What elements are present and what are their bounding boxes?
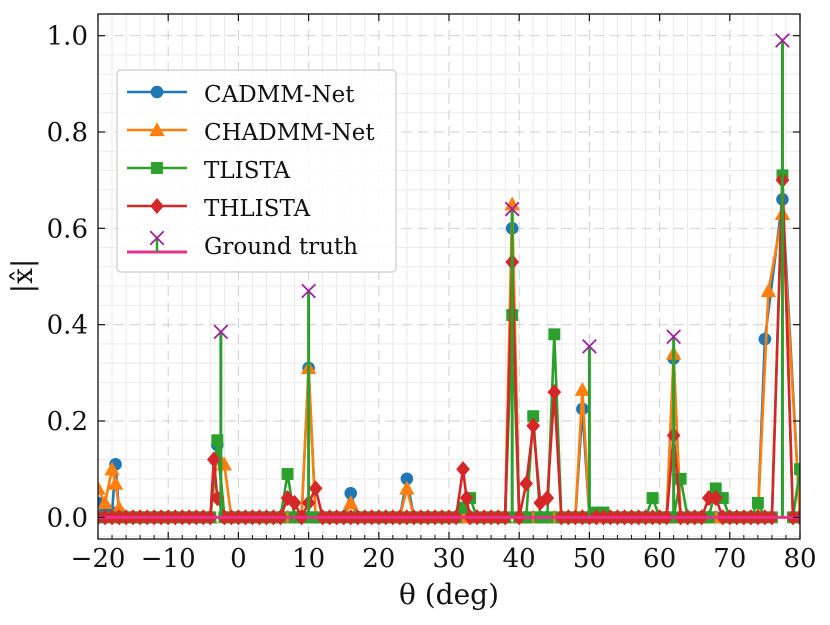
data-point-thlista — [206, 451, 221, 468]
y-tick-label: 1.0 — [47, 22, 88, 52]
y-tick-label: 0.4 — [47, 311, 88, 341]
legend-marker-thlista — [150, 197, 164, 215]
data-point-thlista — [456, 461, 470, 478]
data-point-thlista — [459, 490, 474, 507]
data-point-tlista — [646, 492, 659, 505]
y-tick-label: 0.0 — [47, 503, 88, 533]
x-tick-label: 70 — [713, 544, 746, 574]
x-tick-label: 20 — [362, 544, 395, 574]
ground-truth-marker — [775, 33, 790, 48]
data-point-thlista — [547, 384, 562, 401]
data-point-chadmm-net — [111, 499, 127, 514]
x-tick-label: 80 — [783, 544, 816, 574]
legend-frame — [116, 69, 397, 273]
data-point-tlista — [709, 482, 722, 495]
legend-symbol-chadmm-net — [127, 122, 187, 137]
ground-truth-marker — [301, 283, 316, 299]
x-tick-label: 40 — [503, 544, 536, 574]
legend-symbol-cadmm-net — [127, 85, 187, 99]
data-point-chadmm-net — [574, 381, 591, 396]
data-point-tlista — [457, 501, 469, 514]
data-point-tlista — [527, 410, 540, 423]
ground-truth-marker — [504, 201, 520, 217]
plot-series — [98, 33, 800, 526]
data-point-tlista — [751, 496, 764, 509]
data-point-thlista — [526, 417, 541, 434]
legend-marker-ground-truth — [149, 230, 165, 246]
series-ground-truth — [98, 33, 800, 519]
data-point-chadmm-net — [399, 480, 415, 495]
ground-truth-marker — [213, 324, 229, 340]
y-tick-label: 0.2 — [47, 407, 88, 437]
data-point-thlista — [708, 490, 723, 507]
legend-symbol-tlista — [127, 162, 187, 174]
legend-label-ground-truth: Ground truth — [204, 234, 358, 260]
y-tick-label: 0.8 — [47, 118, 88, 148]
data-point-tlista — [211, 434, 224, 447]
data-point-chadmm-net — [104, 461, 120, 476]
data-point-thlista — [701, 490, 716, 507]
x-tick-label: −10 — [141, 544, 196, 574]
data-point-thlista — [540, 490, 555, 507]
data-point-tlista — [716, 492, 729, 505]
data-point-tlista — [794, 463, 800, 476]
legend-symbol-ground-truth — [127, 230, 187, 254]
legend-symbol-thlista — [127, 197, 187, 215]
data-point-cadmm-net — [400, 472, 414, 486]
legend-label-chadmm-net: CHADMM-Net — [204, 120, 375, 146]
legend-label-thlista: THLISTA — [204, 196, 311, 222]
y-axis-label: |x̂| — [6, 259, 39, 294]
x-tick-label: 60 — [643, 544, 676, 574]
data-point-chadmm-net — [98, 495, 113, 510]
legend-label-tlista: TLISTA — [204, 158, 291, 184]
data-point-thlista — [287, 494, 302, 511]
legend-label-cadmm-net: CADMM-Net — [204, 82, 355, 108]
x-axis-label: θ (deg) — [399, 578, 499, 611]
data-point-thlista — [308, 480, 323, 497]
data-point-chadmm-net — [760, 283, 777, 298]
ground-truth-marker — [582, 338, 597, 354]
data-point-chadmm-net — [107, 475, 124, 490]
data-point-tlista — [674, 472, 687, 485]
data-point-thlista — [519, 475, 534, 492]
x-tick-label: 30 — [432, 544, 465, 574]
data-point-chadmm-net — [343, 495, 359, 510]
data-point-tlista — [281, 468, 294, 480]
y-tick-label: 0.6 — [47, 214, 88, 244]
ground-truth-marker — [666, 329, 682, 345]
legend-marker-cadmm-net — [150, 85, 164, 99]
data-point-chadmm-net — [98, 480, 106, 495]
legend-marker-tlista — [151, 162, 163, 174]
data-point-chadmm-net — [504, 196, 520, 211]
legend: CADMM-Net CHADMM-Net TLISTA THLISTA Grou… — [116, 69, 397, 273]
data-point-tlista — [548, 328, 561, 341]
axis-ticks: −20 −10 0 10 20 30 40 50 60 70 80 0.0 0.2 0.4 0.6 0.8 1.… — [47, 14, 817, 574]
legend-marker-chadmm-net — [149, 122, 165, 137]
x-tick-label: 0 — [230, 544, 247, 574]
x-tick-label: 10 — [292, 544, 325, 574]
x-tick-label: 50 — [573, 544, 606, 574]
data-point-cadmm-net — [344, 486, 358, 500]
x-tick-label: −20 — [71, 544, 126, 574]
